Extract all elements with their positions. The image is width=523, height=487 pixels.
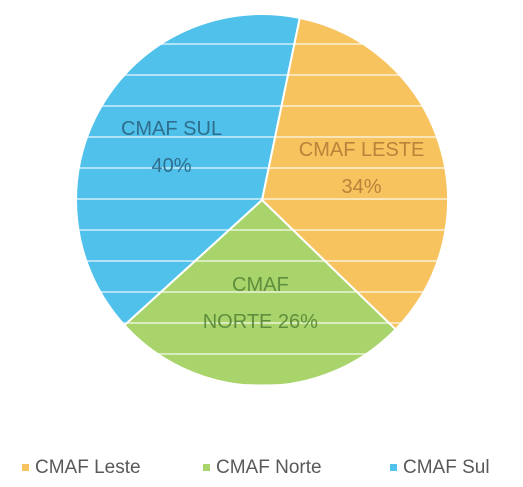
data-label: CMAF SUL [121, 118, 222, 140]
data-label: CMAF [232, 274, 289, 296]
data-label: NORTE 26% [203, 311, 318, 333]
legend-marker [22, 464, 29, 471]
slice-texture [75, 14, 300, 326]
legend-marker [390, 464, 397, 471]
slice-texture [124, 200, 396, 386]
data-label: CMAF LESTE [299, 139, 425, 161]
data-label: 40% [152, 155, 192, 177]
legend-label: CMAF Sul [403, 457, 490, 478]
slice-texture [262, 17, 449, 330]
data-label: 34% [342, 176, 382, 198]
legend-label: CMAF Leste [35, 457, 141, 478]
legend-label: CMAF Norte [216, 457, 322, 478]
legend-marker [203, 464, 210, 471]
